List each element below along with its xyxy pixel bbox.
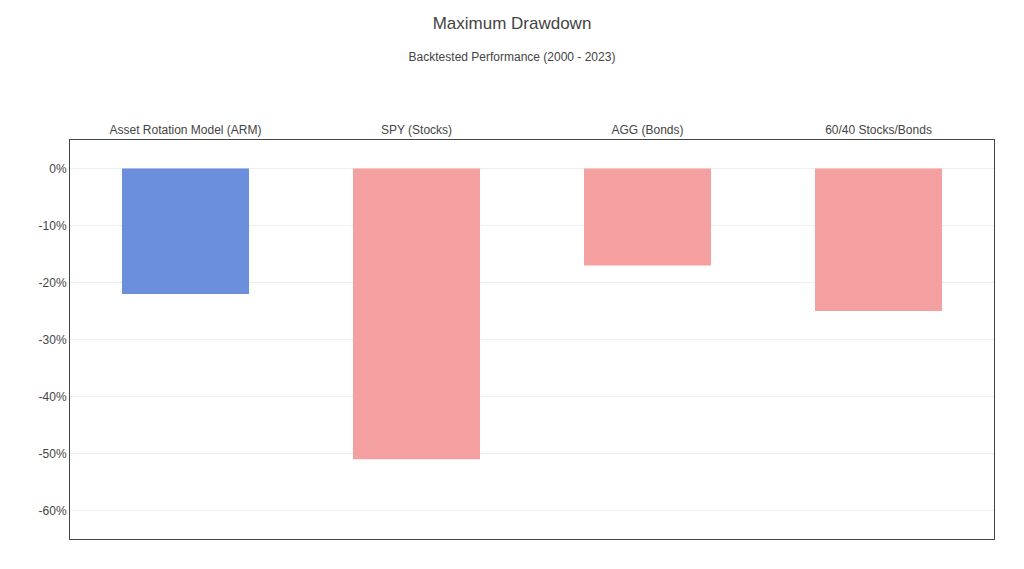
svg-text:-60%: -60%: [39, 504, 67, 518]
svg-text:Maximum Drawdown: Maximum Drawdown: [433, 14, 592, 33]
svg-text:-10%: -10%: [39, 219, 67, 233]
svg-text:-30%: -30%: [39, 333, 67, 347]
svg-text:0%: 0%: [49, 162, 67, 176]
svg-text:Backtested Performance (2000 -: Backtested Performance (2000 - 2023): [409, 50, 616, 64]
svg-text:-50%: -50%: [39, 447, 67, 461]
svg-text:SPY (Stocks): SPY (Stocks): [381, 123, 452, 137]
svg-text:-40%: -40%: [39, 390, 67, 404]
svg-text:-20%: -20%: [39, 276, 67, 290]
svg-text:60/40 Stocks/Bonds: 60/40 Stocks/Bonds: [825, 123, 932, 137]
svg-text:AGG (Bonds): AGG (Bonds): [611, 123, 683, 137]
svg-text:Asset Rotation Model (ARM): Asset Rotation Model (ARM): [109, 123, 261, 137]
